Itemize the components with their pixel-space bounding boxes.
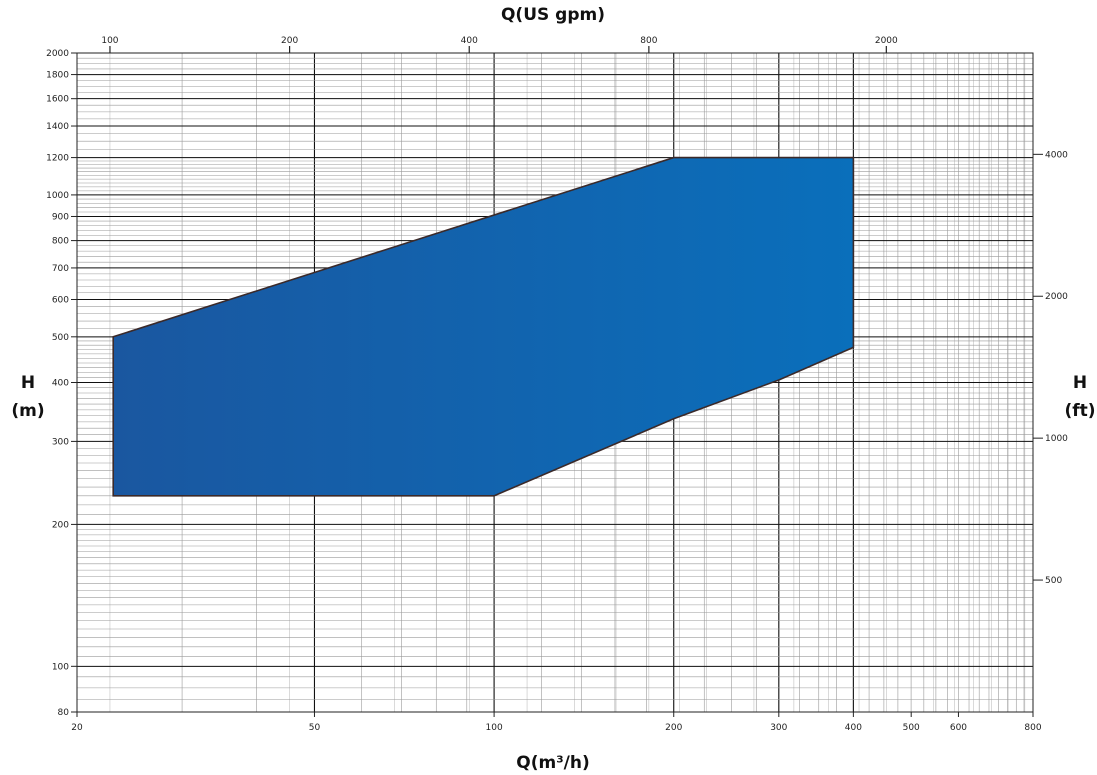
x-axis-bottom-label: Q(m³/h) xyxy=(516,753,589,773)
y-axis-right-label-symbol: H xyxy=(1073,373,1087,393)
y-tick-left-label: 2000 xyxy=(46,49,69,59)
y-tick-left-label: 900 xyxy=(52,212,69,222)
y-tick-right-label: 4000 xyxy=(1045,150,1068,160)
y-tick-left-label: 1000 xyxy=(46,191,69,201)
x-axis-top-label: Q(US gpm) xyxy=(501,5,605,25)
y-tick-right-label: 500 xyxy=(1045,576,1062,586)
y-tick-left-label: 100 xyxy=(52,662,69,672)
y-tick-right-label: 1000 xyxy=(1045,434,1068,444)
y-tick-left-label: 700 xyxy=(52,264,69,274)
x-tick-bottom-label: 500 xyxy=(903,723,920,733)
y-axis-left-label-unit: (m) xyxy=(11,401,44,421)
y-tick-left-label: 800 xyxy=(52,237,69,247)
x-tick-top-label: 800 xyxy=(640,36,657,46)
y-tick-left-label: 1800 xyxy=(46,71,69,81)
y-axis-left-label-symbol: H xyxy=(21,373,35,393)
x-tick-top-label: 200 xyxy=(281,36,298,46)
y-tick-left-label: 300 xyxy=(52,437,69,447)
x-tick-bottom-label: 600 xyxy=(950,723,967,733)
x-tick-bottom-label: 50 xyxy=(309,723,321,733)
x-tick-bottom-label: 200 xyxy=(665,723,682,733)
x-tick-bottom-label: 20 xyxy=(71,723,83,733)
x-tick-bottom-label: 800 xyxy=(1024,723,1041,733)
y-tick-left-label: 1200 xyxy=(46,154,69,164)
area-layer xyxy=(112,156,855,497)
y-tick-right-label: 2000 xyxy=(1045,292,1068,302)
y-tick-left-label: 80 xyxy=(58,708,70,718)
x-tick-top-label: 400 xyxy=(461,36,478,46)
y-tick-left-label: 400 xyxy=(52,379,69,389)
x-tick-bottom-label: 400 xyxy=(845,723,862,733)
tick-layer: 20 50 100 200 300 400 500 600 800 100 200 400 800 200… xyxy=(46,36,1068,733)
operating-range-area xyxy=(112,156,855,497)
x-tick-bottom-label: 100 xyxy=(486,723,503,733)
y-tick-left-label: 200 xyxy=(52,520,69,530)
y-axis-right-label-unit: (ft) xyxy=(1064,401,1095,421)
y-tick-left-label: 500 xyxy=(52,333,69,343)
x-tick-bottom-label: 300 xyxy=(770,723,787,733)
y-tick-left-label: 600 xyxy=(52,295,69,305)
y-tick-left-label: 1600 xyxy=(46,95,69,105)
x-tick-top-label: 100 xyxy=(101,36,118,46)
y-tick-left-label: 1400 xyxy=(46,122,69,132)
x-tick-top-label: 2000 xyxy=(875,36,898,46)
